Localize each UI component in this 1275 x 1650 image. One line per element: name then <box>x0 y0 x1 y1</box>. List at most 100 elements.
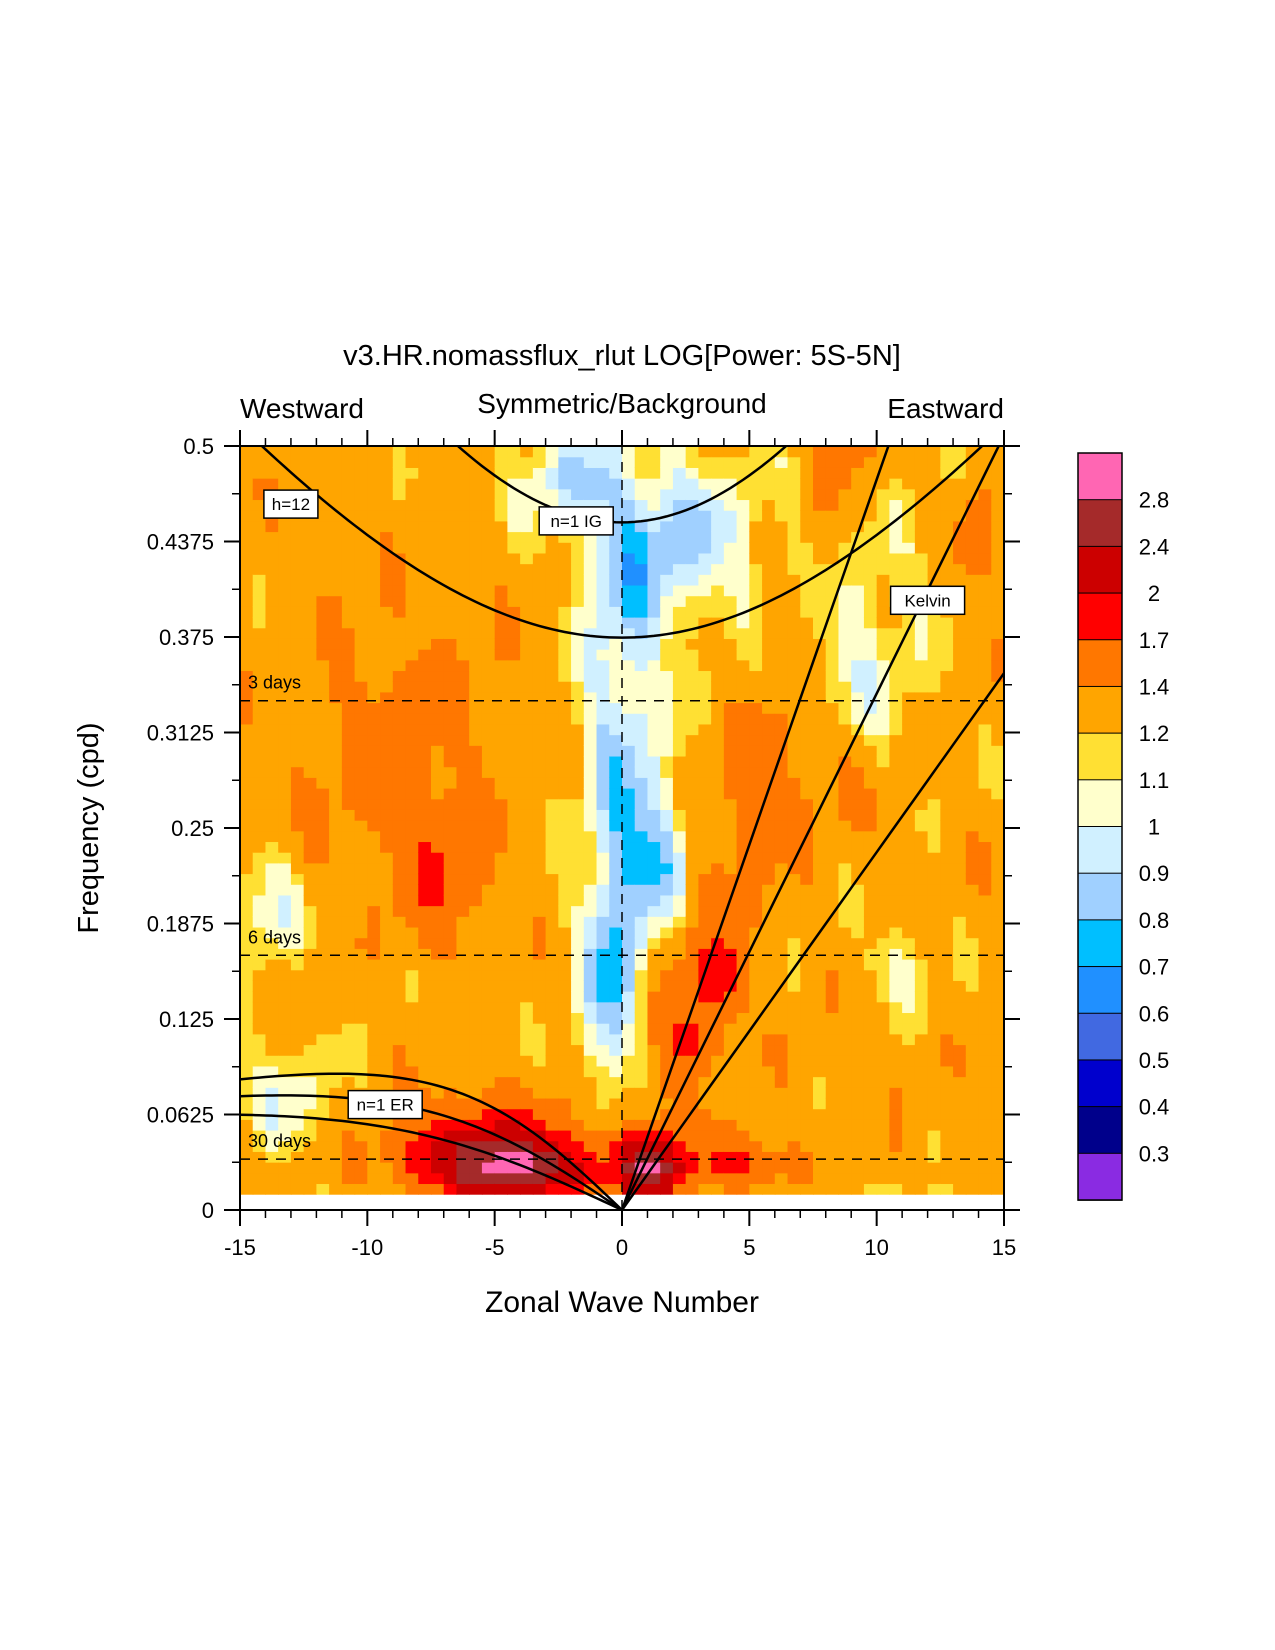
field-cell <box>507 980 521 992</box>
field-cell <box>965 1012 980 1024</box>
field-cell <box>609 820 623 832</box>
field-cell <box>265 649 279 661</box>
field-cell <box>354 467 368 479</box>
field-cell <box>583 1097 598 1110</box>
field-cell <box>723 820 738 832</box>
field-cell <box>596 734 610 746</box>
field-cell <box>838 1183 852 1195</box>
field-cell <box>354 702 368 714</box>
field-cell <box>838 820 852 832</box>
field-cell <box>978 670 992 682</box>
field-cell <box>558 1044 572 1056</box>
field-cell <box>443 1183 458 1195</box>
field-cell <box>558 1065 572 1078</box>
field-cell <box>469 723 483 736</box>
field-cell <box>902 1119 916 1131</box>
field-cell <box>609 991 623 1003</box>
field-cell <box>290 1097 305 1110</box>
field-cell <box>723 1033 738 1046</box>
field-cell <box>583 873 598 885</box>
field-cell <box>596 617 610 629</box>
field-cell <box>558 627 572 639</box>
field-cell <box>405 723 419 736</box>
field-cell <box>953 552 967 565</box>
field-cell <box>953 809 967 821</box>
field-cell <box>965 563 980 575</box>
field-cell <box>354 510 368 522</box>
field-cell <box>825 488 840 501</box>
field-cell <box>545 584 559 597</box>
field-cell <box>367 467 381 479</box>
field-cell <box>545 542 559 554</box>
field-cell <box>762 1183 776 1195</box>
field-cell <box>418 520 432 533</box>
field-cell <box>940 798 954 810</box>
field-cell <box>520 1055 534 1067</box>
field-cell <box>558 852 572 864</box>
field-cell <box>507 510 521 522</box>
field-cell <box>622 734 636 746</box>
field-cell <box>634 1012 649 1024</box>
field-cell <box>341 734 356 746</box>
field-cell <box>876 1055 890 1067</box>
field-cell <box>507 649 521 661</box>
field-cell <box>329 595 343 607</box>
field-cell <box>914 905 929 917</box>
field-cell <box>851 862 865 875</box>
field-cell <box>813 649 827 661</box>
field-cell <box>736 905 750 917</box>
field-cell <box>316 852 330 864</box>
field-cell <box>609 1183 623 1195</box>
field-cell <box>711 574 725 586</box>
field-cell <box>481 488 496 501</box>
field-cell <box>290 478 305 490</box>
field-cell <box>596 627 610 639</box>
field-cell <box>481 1001 496 1014</box>
field-cell <box>367 948 381 960</box>
field-cell <box>456 488 470 501</box>
field-cell <box>800 1087 814 1099</box>
field-cell <box>902 830 916 843</box>
field-cell <box>838 841 852 853</box>
field-cell <box>991 1129 1004 1142</box>
field-cell <box>876 1097 890 1110</box>
field-cell <box>698 531 712 543</box>
field-cell <box>290 1162 305 1174</box>
field-cell <box>583 659 598 672</box>
field-cell <box>736 681 750 693</box>
field-cell <box>991 713 1004 725</box>
field-cell <box>991 627 1004 639</box>
field-cell <box>278 1119 292 1131</box>
field-cell <box>914 969 929 981</box>
field-cell <box>991 1065 1004 1078</box>
field-cell <box>609 723 623 736</box>
field-cell <box>876 1087 890 1099</box>
field-cell <box>265 1108 279 1120</box>
field-cell <box>978 713 992 725</box>
field-cell <box>953 830 967 843</box>
field-cell <box>520 1065 534 1078</box>
field-cell <box>876 1119 890 1131</box>
field-cell <box>825 948 840 960</box>
field-cell <box>303 606 317 618</box>
field-cell <box>787 617 801 629</box>
field-cell <box>367 1001 381 1014</box>
field-cell <box>940 958 954 971</box>
field-cell <box>329 969 343 981</box>
field-cell <box>571 691 585 704</box>
field-cell <box>252 649 267 661</box>
field-cell <box>698 862 712 875</box>
field-cell <box>902 884 916 896</box>
field-cell <box>367 969 381 981</box>
field-cell <box>914 873 929 885</box>
field-cell <box>940 713 954 725</box>
field-cell <box>914 691 929 704</box>
field-cell <box>354 520 368 533</box>
field-cell <box>431 617 445 629</box>
field-cell <box>774 755 789 768</box>
field-cell <box>571 617 585 629</box>
field-cell <box>341 777 356 789</box>
field-cell <box>316 734 330 746</box>
field-cell <box>596 691 610 704</box>
field-cell <box>303 830 317 843</box>
